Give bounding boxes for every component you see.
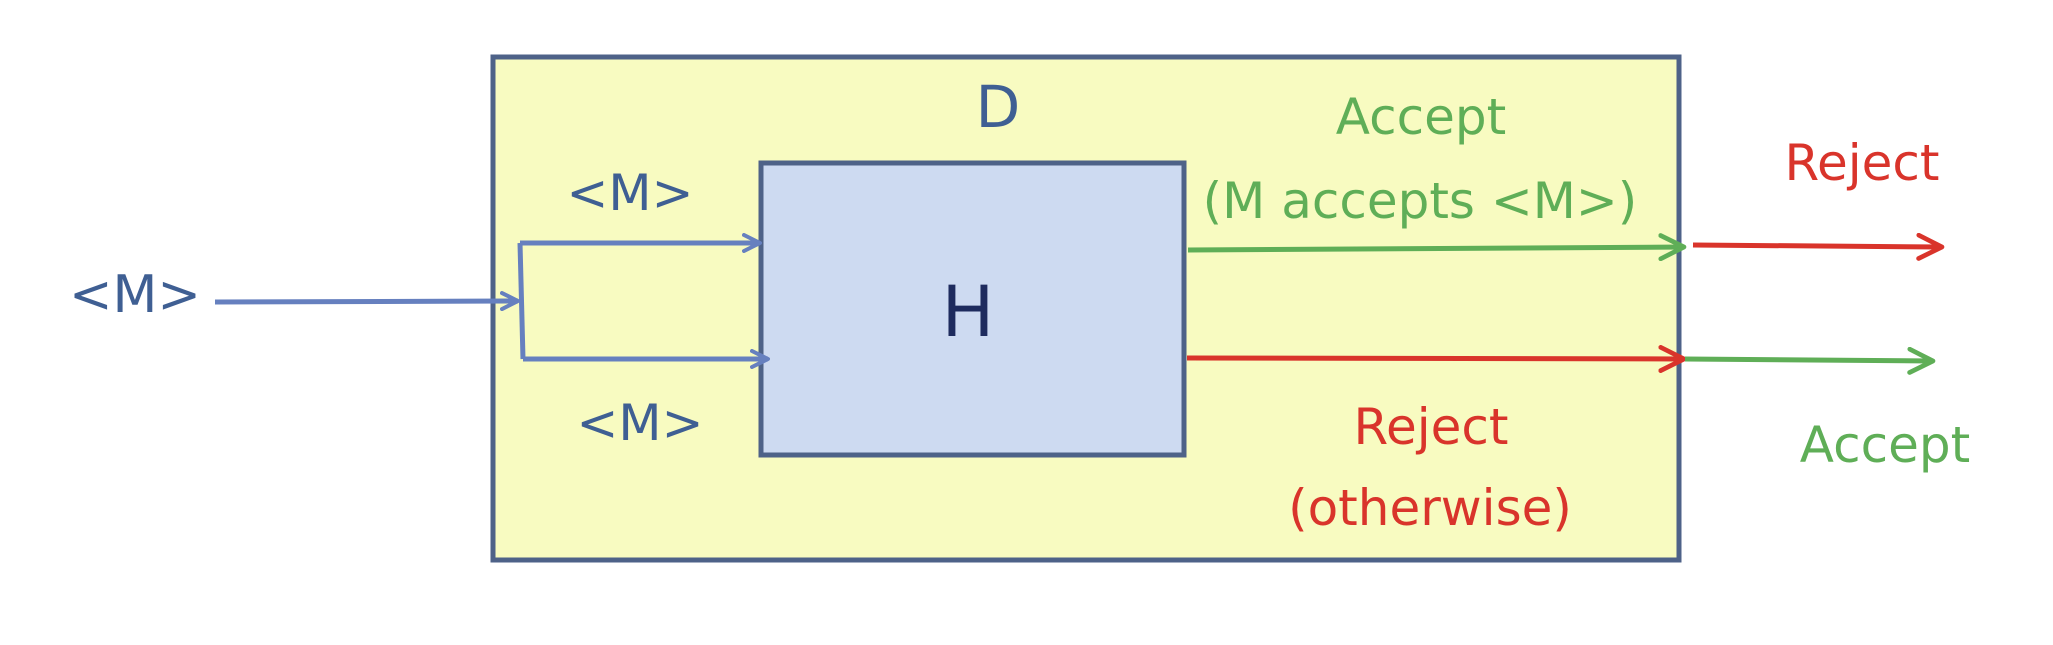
input-arrow xyxy=(214,291,520,312)
top-branch-label: <M> xyxy=(567,164,694,222)
h-accept-condition-label: (M accepts <M>) xyxy=(1203,172,1638,230)
machine-h-label: H xyxy=(942,271,995,353)
h-reject-arrow xyxy=(1186,344,1687,373)
d-accept-arrow xyxy=(1684,346,1936,375)
bottom-branch-label: <M> xyxy=(577,394,704,452)
machine-h-box xyxy=(758,160,1187,458)
input-label: <M> xyxy=(69,265,201,325)
d-reject-label: Reject xyxy=(1784,134,1939,192)
h-accept-label: Accept xyxy=(1336,88,1506,146)
h-reject-condition-label: (otherwise) xyxy=(1288,479,1572,537)
machine-d-label: D xyxy=(976,73,1021,141)
h-reject-label: Reject xyxy=(1353,398,1508,456)
d-reject-arrow xyxy=(1692,232,1945,261)
h-accept-arrow xyxy=(1187,233,1687,262)
split-line xyxy=(517,242,526,360)
d-accept-label: Accept xyxy=(1800,416,1970,474)
